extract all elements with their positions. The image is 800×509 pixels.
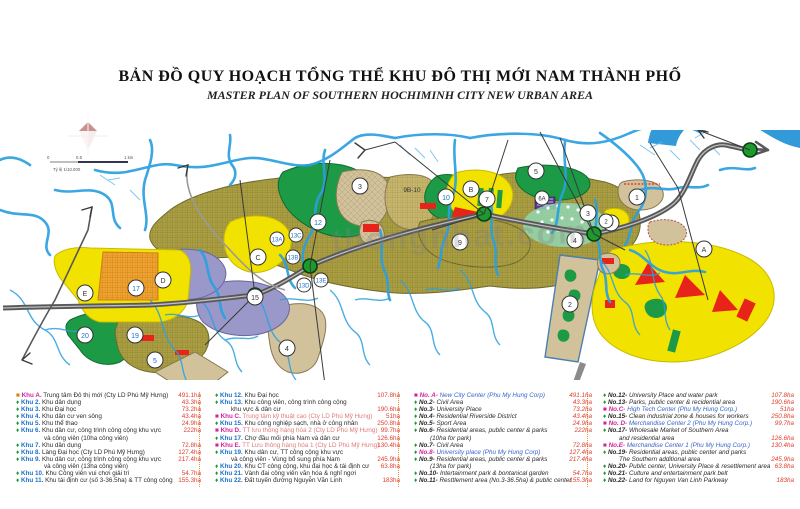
svg-text:5: 5 bbox=[153, 358, 157, 365]
svg-text:1: 1 bbox=[635, 195, 639, 202]
svg-text:A: A bbox=[702, 247, 707, 254]
svg-text:19: 19 bbox=[131, 333, 139, 340]
svg-text:15: 15 bbox=[251, 295, 259, 302]
svg-text:3: 3 bbox=[586, 211, 590, 218]
svg-text:E: E bbox=[83, 291, 88, 298]
svg-text:Tỷ lệ 1/10.000: Tỷ lệ 1/10.000 bbox=[53, 167, 81, 172]
svg-text:13E: 13E bbox=[316, 279, 327, 285]
svg-text:17: 17 bbox=[132, 286, 140, 293]
svg-text:10: 10 bbox=[442, 195, 450, 202]
svg-text:D: D bbox=[160, 278, 165, 285]
svg-text:3: 3 bbox=[358, 184, 362, 191]
svg-text:12: 12 bbox=[314, 220, 322, 227]
svg-text:6A: 6A bbox=[538, 197, 545, 203]
svg-text:9: 9 bbox=[458, 240, 462, 247]
svg-text:4: 4 bbox=[573, 238, 577, 245]
svg-text:C: C bbox=[255, 255, 260, 262]
svg-text:13D: 13D bbox=[298, 284, 310, 290]
svg-text:2: 2 bbox=[568, 302, 572, 309]
svg-text:B: B bbox=[469, 187, 474, 194]
svg-text:4: 4 bbox=[285, 346, 289, 353]
svg-text:13A: 13A bbox=[272, 238, 283, 244]
svg-text:13B: 13B bbox=[288, 256, 299, 262]
svg-text:13C: 13C bbox=[290, 234, 302, 240]
svg-text:5: 5 bbox=[534, 169, 538, 176]
svg-text:0: 0 bbox=[47, 155, 50, 160]
svg-text:7: 7 bbox=[485, 197, 489, 204]
svg-text:9B-10: 9B-10 bbox=[403, 187, 421, 194]
svg-text:1 km: 1 km bbox=[124, 155, 134, 160]
svg-text:20: 20 bbox=[81, 333, 89, 340]
svg-text:0.5: 0.5 bbox=[76, 155, 83, 160]
